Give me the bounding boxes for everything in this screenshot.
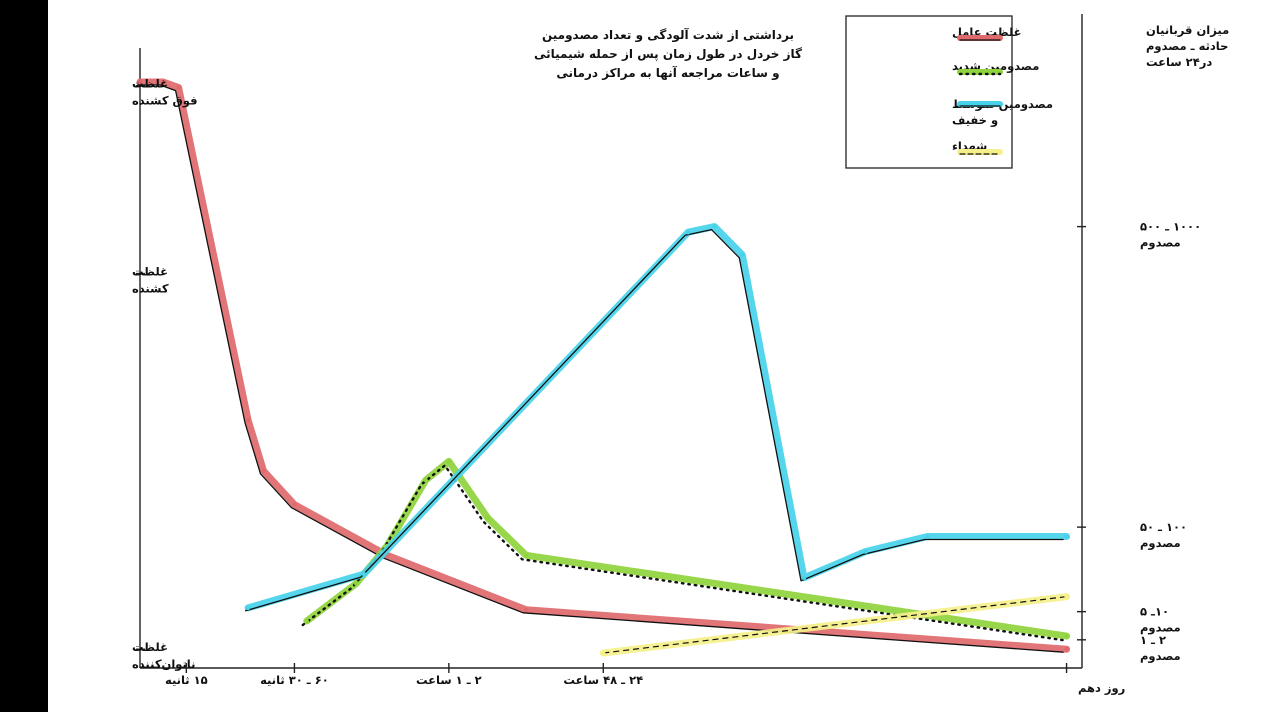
data-point xyxy=(686,230,691,235)
chart-title: گاز خردل در طول زمان پس از حمله شیمیائی xyxy=(534,47,802,62)
right-axis-title: در۲۴ ساعت xyxy=(1146,55,1212,69)
right-tick-label: مصدوم xyxy=(1140,649,1181,664)
data-point xyxy=(863,549,869,554)
labels-layer: ۱۵ ثانیه ۶۰ ـ ۳۰ ثانیه ۲ ـ ۱ ساعت ۲۴ ـ ۴۸ س… xyxy=(132,23,1229,696)
data-point xyxy=(1064,647,1069,652)
data-point xyxy=(523,607,529,612)
data-point xyxy=(245,417,251,423)
data-point xyxy=(353,581,359,586)
x-tick-label: ۶۰ ـ ۳۰ ثانیه xyxy=(260,673,329,687)
x-tick-label: ۱۵ ثانیه xyxy=(165,673,208,687)
left-tick-label: فوق کشنده xyxy=(132,94,198,109)
data-point xyxy=(176,85,181,90)
data-point xyxy=(523,553,529,558)
data-point xyxy=(801,575,807,581)
series-martyrs xyxy=(599,593,1071,657)
series-agent-concentration xyxy=(136,78,1071,653)
data-point xyxy=(601,650,606,656)
data-point xyxy=(925,534,930,539)
x-tick-label: روز دهم xyxy=(1078,681,1125,696)
data-point xyxy=(712,224,717,229)
data-point xyxy=(137,79,143,85)
series-line-ink xyxy=(603,596,1067,654)
right-axis-title: میزان قربانیان xyxy=(1146,23,1229,37)
legend-box xyxy=(845,15,1013,169)
legend-label: و خفیف xyxy=(952,113,998,128)
right-tick-label: مصدوم xyxy=(1140,236,1181,251)
series-line-ink xyxy=(137,84,1064,653)
right-axis-title: حادثه ـ مصدوم xyxy=(1146,39,1228,54)
data-point xyxy=(304,618,309,624)
right-tick-label: ۲ ـ ۱ xyxy=(1140,633,1166,647)
data-point xyxy=(261,468,266,473)
data-point xyxy=(740,252,745,257)
left-tick-label: غلظت xyxy=(132,640,168,654)
axes xyxy=(136,14,1086,673)
right-tick-label: مصدوم xyxy=(1140,621,1181,636)
x-tick-label: ۲۴ ـ ۴۸ ساعت xyxy=(563,673,643,687)
data-point xyxy=(361,571,367,577)
series-moderate-casualties xyxy=(244,223,1071,612)
left-tick-label: کشنده xyxy=(132,282,169,296)
left-tick-label: غلظت xyxy=(132,77,168,91)
left-tick-label: غلظت xyxy=(132,265,168,279)
data-point xyxy=(1064,594,1069,599)
data-point xyxy=(485,515,490,520)
data-point xyxy=(160,79,166,85)
right-tick-label: ۱۰۰۰ ـ ۵۰۰ xyxy=(1140,220,1201,234)
right-tick-label: ۱۰ـ ۵ xyxy=(1140,605,1169,619)
data-point xyxy=(423,477,428,483)
data-point xyxy=(1064,534,1069,539)
x-tick-label: ۲ ـ ۱ ساعت xyxy=(416,673,482,687)
right-tick-label: مصدوم xyxy=(1140,536,1181,551)
chart-title: برداشتی از شدت آلودگی و تعداد مصدومین xyxy=(542,27,794,43)
chart-title: و ساعات مراجعه آنها به مراکز درمانی xyxy=(556,65,779,81)
left-tick-label: ناتوان‌کننده xyxy=(132,657,195,672)
data-point xyxy=(446,459,452,464)
data-point xyxy=(245,605,251,611)
data-point xyxy=(292,502,297,507)
paper-background xyxy=(48,0,1274,712)
data-point xyxy=(1064,633,1069,639)
series-layer xyxy=(136,78,1071,657)
series-line-ink xyxy=(301,463,1064,642)
right-tick-label: ۱۰۰ ـ ۵۰ xyxy=(1140,520,1187,534)
series-line-ink xyxy=(244,228,1064,612)
